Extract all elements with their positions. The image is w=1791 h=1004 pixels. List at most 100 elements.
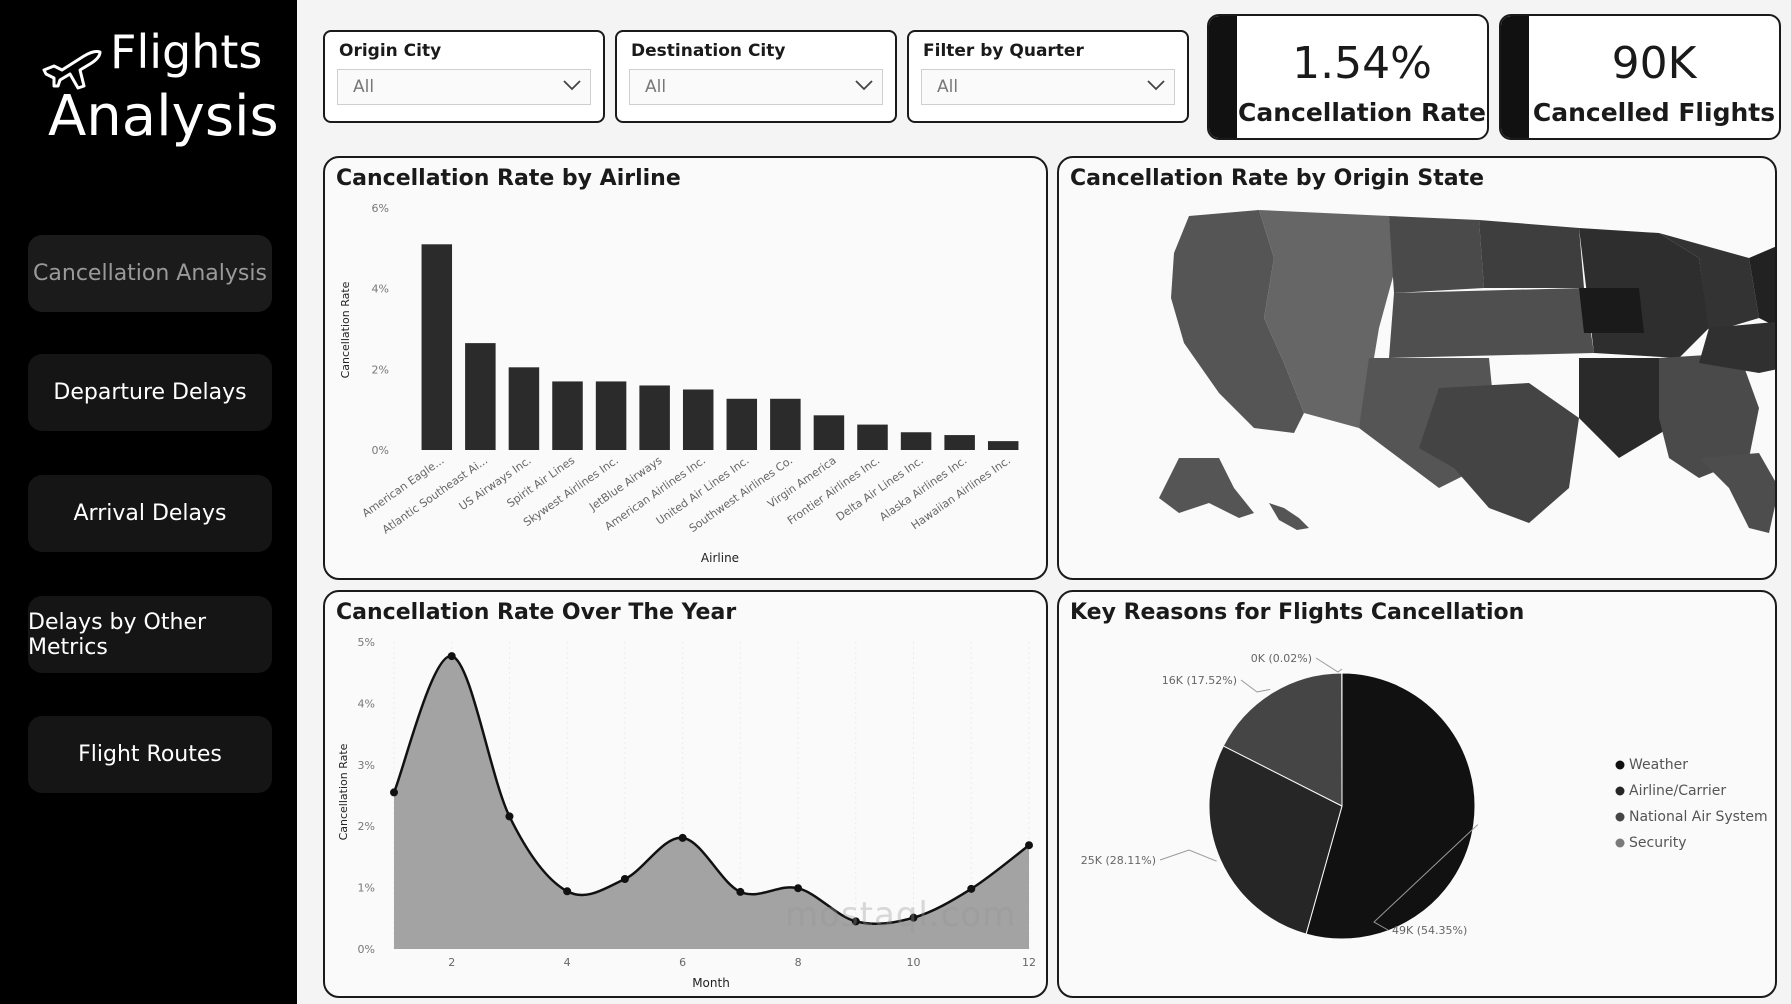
data-point: [563, 887, 572, 896]
y-axis-label: Cancellation Rate: [337, 743, 350, 840]
quarter-dropdown[interactable]: All: [921, 69, 1175, 105]
kpi-accent: [1209, 16, 1237, 138]
nav-flight-routes[interactable]: Flight Routes: [28, 716, 272, 793]
legend-marker: [1615, 838, 1625, 848]
bar: [857, 424, 888, 450]
leader-line: [1315, 657, 1343, 673]
map-region-northeast: [1749, 246, 1775, 326]
quarter-label: Filter by Quarter: [923, 41, 1084, 61]
reasons-chart-title: Key Reasons for Flights Cancellation: [1070, 600, 1525, 625]
kpi-count-value: 90K: [1611, 38, 1697, 89]
legend-marker: [1615, 812, 1625, 822]
bar: [465, 343, 496, 450]
y-tick-label: 6%: [372, 202, 389, 215]
chevron-down-icon: [563, 80, 581, 91]
y-tick-label: 3%: [358, 759, 375, 772]
y-axis-label: Cancellation Rate: [339, 281, 352, 378]
pie-slice: [1222, 672, 1343, 807]
y-tick-label: 0%: [372, 444, 389, 457]
bar: [508, 367, 540, 450]
bar: [944, 435, 975, 450]
x-tick-label: 2: [448, 956, 455, 969]
destination-city-label: Destination City: [631, 41, 786, 61]
data-point: [1025, 841, 1033, 850]
map-region-southeast: [1659, 353, 1759, 478]
bar: [639, 385, 670, 450]
kpi-accent: [1501, 16, 1529, 138]
legend-entry: Weather: [1629, 757, 1688, 773]
kpi-count-label: Cancelled Flights: [1532, 98, 1776, 127]
airplane-icon: [42, 50, 102, 90]
x-tick-label: 8: [795, 956, 802, 969]
watermark-text: mostaql.com: [785, 895, 1017, 935]
data-point: [390, 788, 398, 797]
legend-marker: [1615, 786, 1625, 796]
year-area-chart: 0% 1% 2% 3% 4% 5% 2 4 6 8 10 12 Month Cancellation Ra…: [337, 636, 1036, 990]
map-region-texas: [1419, 383, 1579, 523]
map-region-mid-atlantic: [1699, 322, 1775, 373]
leader-line: [1240, 679, 1271, 693]
map-region-great-lakes: [1659, 233, 1759, 333]
bar: [900, 432, 932, 450]
state-map-card: Cancellation Rate by Origin State: [1057, 156, 1777, 580]
destination-city-value: All: [645, 77, 667, 97]
data-point: [909, 913, 918, 922]
map-region-alaska: [1159, 458, 1254, 518]
origin-city-filter: Origin City All: [323, 30, 605, 123]
y-tick-label: 4%: [358, 697, 375, 710]
airline-chart-card: Cancellation Rate by Airline 0% 2% 4% 6% Can…: [323, 156, 1048, 580]
sidebar: Flights Analysis Cancellation Analysis D…: [0, 0, 297, 1004]
quarter-filter: Filter by Quarter All: [907, 30, 1189, 123]
origin-city-dropdown[interactable]: All: [337, 69, 591, 105]
nav-cancellation-analysis[interactable]: Cancellation Analysis: [28, 235, 272, 312]
bar: [421, 244, 453, 450]
bar: [552, 381, 583, 450]
pie-data-label: 0K (0.02%): [1251, 652, 1312, 665]
data-point: [620, 875, 629, 884]
chevron-down-icon: [855, 80, 873, 91]
map-region-hawaii: [1269, 503, 1309, 530]
bar: [726, 398, 758, 450]
x-axis-label: Airline: [701, 551, 739, 565]
pie-slice: [1305, 672, 1476, 940]
x-tick-label: 6: [679, 956, 686, 969]
pie-data-label: 49K (54.35%): [1392, 924, 1467, 937]
legend-entry: Airline/Carrier: [1629, 783, 1726, 799]
app-title-line1: Flights: [110, 25, 263, 79]
destination-city-dropdown[interactable]: All: [629, 69, 883, 105]
y-tick-label: 5%: [358, 636, 375, 649]
nav-departure-delays[interactable]: Departure Delays: [28, 354, 272, 431]
x-tick-label: 4: [564, 956, 571, 969]
bar: [987, 441, 1019, 450]
x-axis-label: Month: [692, 976, 730, 990]
data-point: [736, 887, 745, 896]
chevron-down-icon: [1147, 80, 1165, 91]
data-point: [447, 652, 456, 661]
origin-city-label: Origin City: [339, 41, 442, 61]
legend-entry: Security: [1629, 835, 1687, 851]
map-region-west: [1171, 210, 1304, 433]
year-chart-card: Cancellation Rate Over The Year 0% 1% 2% 3%…: [323, 590, 1048, 998]
quarter-value: All: [937, 77, 959, 97]
data-point: [851, 917, 860, 926]
kpi-rate-value: 1.54%: [1292, 38, 1432, 89]
bar: [813, 415, 845, 450]
area-fill: [394, 656, 1029, 949]
y-tick-label: 4%: [372, 283, 389, 296]
map-region-central-north: [1479, 220, 1584, 288]
map-region-florida: [1699, 453, 1775, 533]
airline-chart-title: Cancellation Rate by Airline: [336, 166, 681, 191]
leader-line: [1159, 849, 1217, 862]
data-point: [967, 884, 976, 893]
nav-arrival-delays[interactable]: Arrival Delays: [28, 475, 272, 552]
state-map-title: Cancellation Rate by Origin State: [1070, 166, 1485, 191]
pie-data-label: 16K (17.52%): [1162, 674, 1237, 687]
pie-slice: [1208, 745, 1343, 935]
bar: [770, 398, 801, 450]
kpi-cancelled-flights: 90K Cancelled Flights: [1499, 14, 1781, 140]
map-region-mountain-north: [1389, 216, 1484, 293]
nav-delays-other-metrics[interactable]: Delays by Other Metrics: [28, 596, 272, 673]
map-region-plains: [1389, 288, 1594, 358]
us-state-map[interactable]: [1059, 158, 1775, 578]
